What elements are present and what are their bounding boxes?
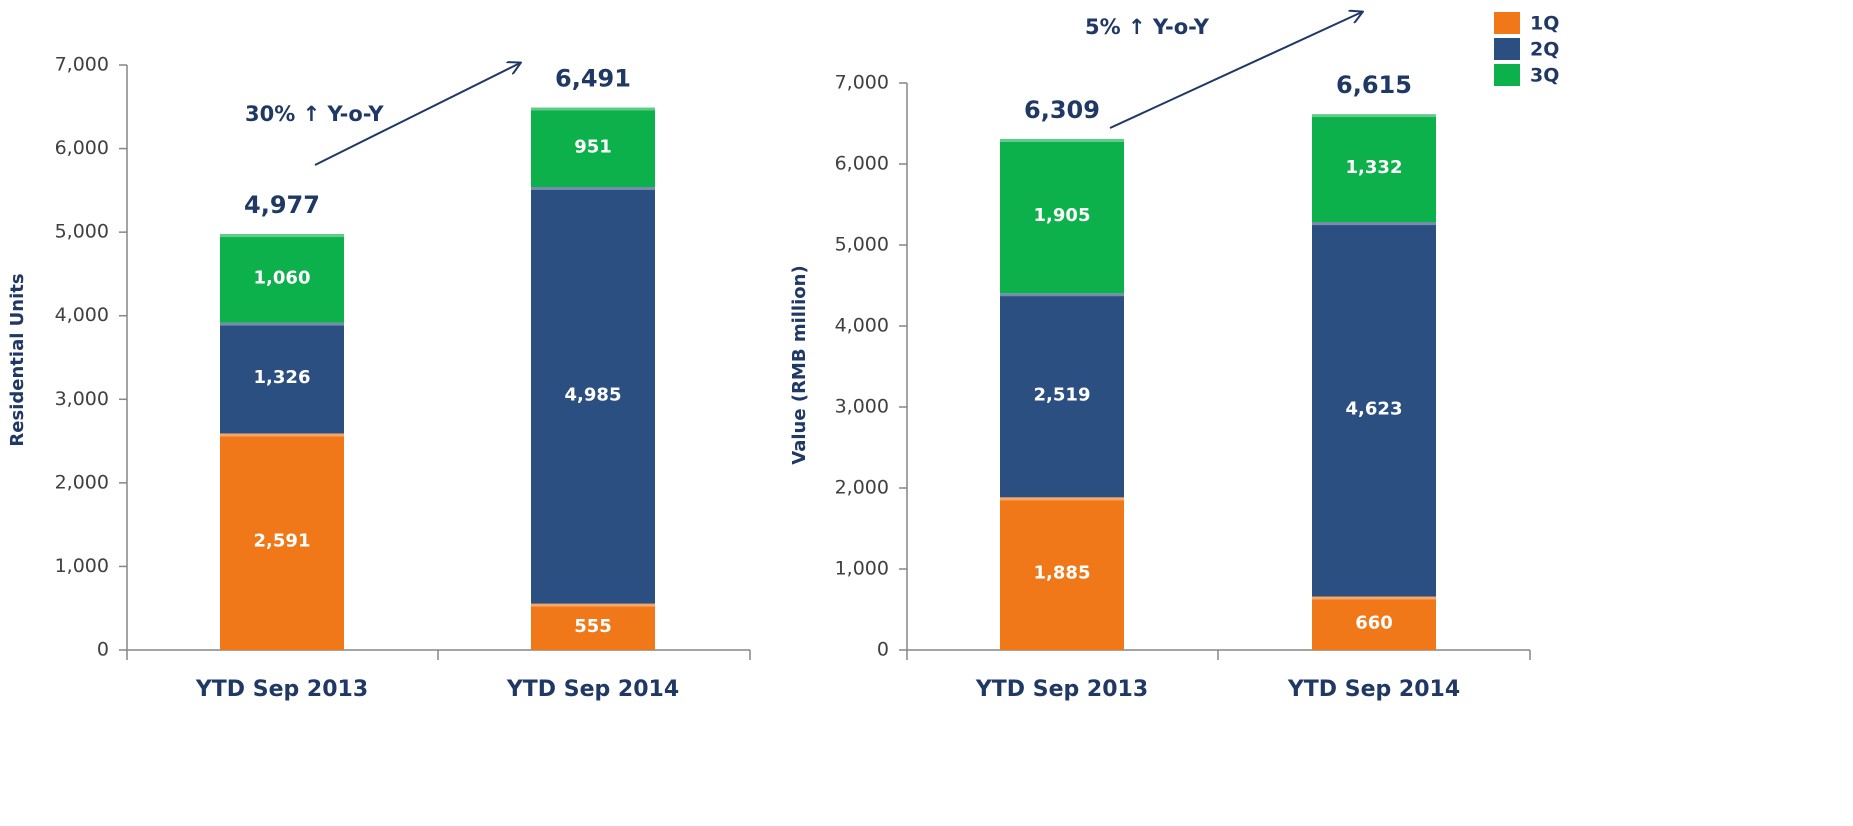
annotation: 30% ↑ Y-o-Y bbox=[245, 102, 384, 126]
bar-segment bbox=[220, 433, 344, 650]
x-tick-label: YTD Sep 2014 bbox=[506, 677, 679, 702]
x-tick-label: YTD Sep 2014 bbox=[1287, 677, 1460, 702]
bar-segment bbox=[531, 603, 655, 650]
y-tick-label: 1,000 bbox=[55, 555, 109, 577]
y-tick-label: 6,000 bbox=[55, 137, 109, 159]
value-label: 1,905 bbox=[1034, 205, 1091, 226]
value-label: 2,519 bbox=[1034, 384, 1091, 405]
bar-segment bbox=[220, 234, 344, 323]
y-axis-title: Residential Units bbox=[7, 273, 28, 446]
value-label: 1,060 bbox=[254, 267, 311, 288]
bar-segment bbox=[1312, 114, 1436, 223]
legend-label: 1Q bbox=[1530, 13, 1559, 35]
value-label: 4,623 bbox=[1346, 398, 1403, 419]
y-axis-title: Value (RMB million) bbox=[789, 265, 810, 464]
value-label: 2,591 bbox=[254, 531, 311, 552]
annotation: 5% ↑ Y-o-Y bbox=[1085, 15, 1210, 39]
x-tick-label: YTD Sep 2013 bbox=[975, 677, 1148, 702]
value-label: 555 bbox=[574, 616, 612, 637]
legend-label: 3Q bbox=[1530, 65, 1559, 87]
total-label: 4,977 bbox=[244, 191, 320, 219]
y-tick-label: 3,000 bbox=[55, 388, 109, 410]
total-label: 6,309 bbox=[1024, 96, 1100, 124]
y-tick-label: 5,000 bbox=[55, 221, 109, 243]
bar-segment bbox=[1000, 497, 1124, 650]
bar-segment bbox=[531, 187, 655, 604]
bar-segment bbox=[531, 107, 655, 188]
y-tick-label: 2,000 bbox=[835, 477, 889, 499]
y-tick-label: 3,000 bbox=[835, 396, 889, 418]
value-label: 4,985 bbox=[565, 384, 622, 405]
annotation-arrow bbox=[314, 63, 520, 166]
legend-swatch bbox=[1494, 38, 1520, 60]
value-label: 1,332 bbox=[1346, 157, 1403, 178]
y-tick-label: 2,000 bbox=[55, 471, 109, 493]
x-tick-label: YTD Sep 2013 bbox=[195, 677, 368, 702]
annotation-arrow bbox=[1109, 12, 1362, 129]
bar-segment bbox=[1000, 138, 1124, 294]
y-tick-label: 4,000 bbox=[55, 304, 109, 326]
y-tick-label: 7,000 bbox=[55, 54, 109, 76]
legend-swatch bbox=[1494, 12, 1520, 34]
total-label: 6,491 bbox=[555, 65, 631, 93]
bar-segment bbox=[1312, 596, 1436, 650]
bar-segment bbox=[1312, 222, 1436, 597]
bar-segment bbox=[220, 322, 344, 434]
value-label: 660 bbox=[1355, 612, 1393, 633]
y-tick-label: 7,000 bbox=[835, 72, 889, 94]
y-tick-label: 4,000 bbox=[835, 315, 889, 337]
legend-swatch bbox=[1494, 64, 1520, 86]
legend-label: 2Q bbox=[1530, 39, 1559, 61]
bar-segment bbox=[1000, 293, 1124, 498]
value-label: 951 bbox=[574, 136, 612, 157]
y-tick-label: 0 bbox=[97, 639, 109, 661]
y-tick-label: 5,000 bbox=[835, 234, 889, 256]
total-label: 6,615 bbox=[1336, 71, 1412, 99]
y-tick-label: 6,000 bbox=[835, 153, 889, 175]
y-tick-label: 1,000 bbox=[835, 558, 889, 580]
value-label: 1,885 bbox=[1034, 563, 1091, 584]
value-label: 1,326 bbox=[254, 367, 311, 388]
y-tick-label: 0 bbox=[877, 639, 889, 661]
